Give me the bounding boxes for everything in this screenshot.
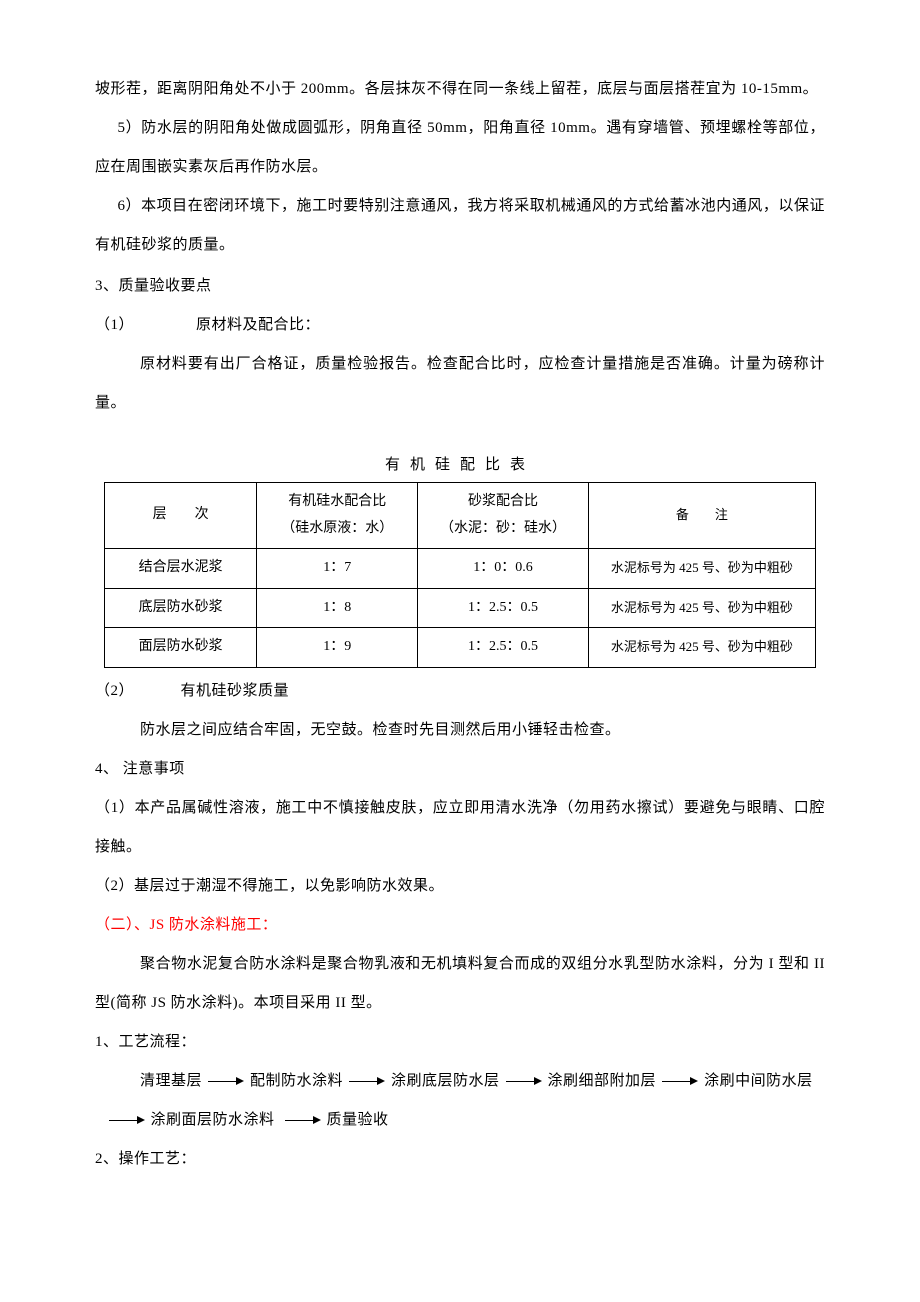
cell-ratio2: 1：2.5：0.5 xyxy=(418,628,588,668)
table-header-row: 层 次 有机硅水配合比 （硅水原液：水） 砂浆配合比 （水泥：砂：硅水） 备 注 xyxy=(105,483,816,549)
th-ratio1: 有机硅水配合比 （硅水原液：水） xyxy=(257,483,418,549)
silicone-ratio-table: 层 次 有机硅水配合比 （硅水原液：水） 砂浆配合比 （水泥：砂：硅水） 备 注… xyxy=(104,482,816,668)
paragraph-item-5: 5）防水层的阴阳角处做成圆弧形，阴角直径 50mm，阳角直径 10mm。遇有穿墙… xyxy=(95,109,825,187)
paragraph-slope: 坡形茬，距离阴阳角处不小于 200mm。各层抹灰不得在同一条线上留茬，底层与面层… xyxy=(95,70,825,109)
arrow-icon xyxy=(285,1116,321,1124)
table-body: 结合层水泥浆 1：7 1：0：0.6 水泥标号为 425 号、砂为中粗砂 底层防… xyxy=(105,549,816,668)
paragraph-js-intro: 聚合物水泥复合防水涂料是聚合物乳液和无机填料复合而成的双组分水乳型防水涂料，分为… xyxy=(95,945,825,1023)
cell-ratio1: 1：8 xyxy=(257,588,418,628)
cell-layer: 底层防水砂浆 xyxy=(105,588,257,628)
th-ratio2-bot: （水泥：砂：硅水） xyxy=(422,516,583,543)
cell-note: 水泥标号为 425 号、砂为中粗砂 xyxy=(588,549,815,589)
flow-step: 清理基层 xyxy=(140,1062,202,1101)
th-ratio1-top: 有机硅水配合比 xyxy=(261,489,413,516)
heading-process-flow: 1、工艺流程： xyxy=(95,1023,825,1062)
process-flow-row2: 涂刷面层防水涂料 质量验收 xyxy=(95,1101,825,1140)
cell-ratio1: 1：9 xyxy=(257,628,418,668)
arrow-icon xyxy=(109,1116,145,1124)
arrow-icon xyxy=(506,1077,542,1085)
table-row: 结合层水泥浆 1：7 1：0：0.6 水泥标号为 425 号、砂为中粗砂 xyxy=(105,549,816,589)
flow-step: 涂刷面层防水涂料 xyxy=(151,1101,275,1140)
document-page: 坡形茬，距离阴阳角处不小于 200mm。各层抹灰不得在同一条线上留茬，底层与面层… xyxy=(0,0,920,1302)
subheading-mortar-quality: （2） 有机硅砂浆质量 xyxy=(95,672,825,711)
paragraph-mortar-quality-text: 防水层之间应结合牢固，无空鼓。检查时先目测然后用小锤轻击检查。 xyxy=(95,711,825,750)
cell-note: 水泥标号为 425 号、砂为中粗砂 xyxy=(588,588,815,628)
paragraph-precaution-2: （2）基层过于潮湿不得施工，以免影响防水效果。 xyxy=(95,867,825,906)
flow-step: 质量验收 xyxy=(327,1101,389,1140)
cell-layer: 面层防水砂浆 xyxy=(105,628,257,668)
arrow-icon xyxy=(662,1077,698,1085)
th-ratio1-bot: （硅水原液：水） xyxy=(261,516,413,543)
cell-ratio2: 1：2.5：0.5 xyxy=(418,588,588,628)
process-flow-row1: 清理基层 配制防水涂料 涂刷底层防水层 涂刷细部附加层 涂刷中间防水层 xyxy=(95,1062,825,1101)
heading-js-waterproof: （二）、JS 防水涂料施工： xyxy=(95,906,825,945)
paragraph-item-6: 6）本项目在密闭环境下，施工时要特别注意通风，我方将采取机械通风的方式给蓄冰池内… xyxy=(95,187,825,265)
table-row: 底层防水砂浆 1：8 1：2.5：0.5 水泥标号为 425 号、砂为中粗砂 xyxy=(105,588,816,628)
cell-layer: 结合层水泥浆 xyxy=(105,549,257,589)
arrow-icon xyxy=(349,1077,385,1085)
th-ratio2-top: 砂浆配合比 xyxy=(422,489,583,516)
heading-quality-check: 3、质量验收要点 xyxy=(95,267,825,306)
flow-step: 涂刷细部附加层 xyxy=(548,1062,657,1101)
th-layer-text: 层 次 xyxy=(153,507,209,522)
flow-step: 涂刷中间防水层 xyxy=(704,1062,813,1101)
th-layer: 层 次 xyxy=(105,483,257,549)
cell-ratio2: 1：0：0.6 xyxy=(418,549,588,589)
heading-operation-process: 2、操作工艺： xyxy=(95,1140,825,1179)
th-note-text: 备 注 xyxy=(676,507,728,522)
th-note: 备 注 xyxy=(588,483,815,549)
paragraph-precaution-1: （1）本产品属碱性溶液，施工中不慎接触皮肤，应立即用清水洗净（勿用药水擦试）要避… xyxy=(95,789,825,867)
cell-note: 水泥标号为 425 号、砂为中粗砂 xyxy=(588,628,815,668)
paragraph-raw-material-text: 原材料要有出厂合格证，质量检验报告。检查配合比时，应检查计量措施是否准确。计量为… xyxy=(95,345,825,423)
flow-step: 配制防水涂料 xyxy=(250,1062,343,1101)
subheading-raw-material: （1） 原材料及配合比： xyxy=(95,306,825,345)
th-ratio2: 砂浆配合比 （水泥：砂：硅水） xyxy=(418,483,588,549)
arrow-icon xyxy=(208,1077,244,1085)
heading-precautions: 4、 注意事项 xyxy=(95,750,825,789)
table-title: 有机硅配比表 xyxy=(95,453,825,474)
flow-step: 涂刷底层防水层 xyxy=(391,1062,500,1101)
cell-ratio1: 1：7 xyxy=(257,549,418,589)
table-row: 面层防水砂浆 1：9 1：2.5：0.5 水泥标号为 425 号、砂为中粗砂 xyxy=(105,628,816,668)
